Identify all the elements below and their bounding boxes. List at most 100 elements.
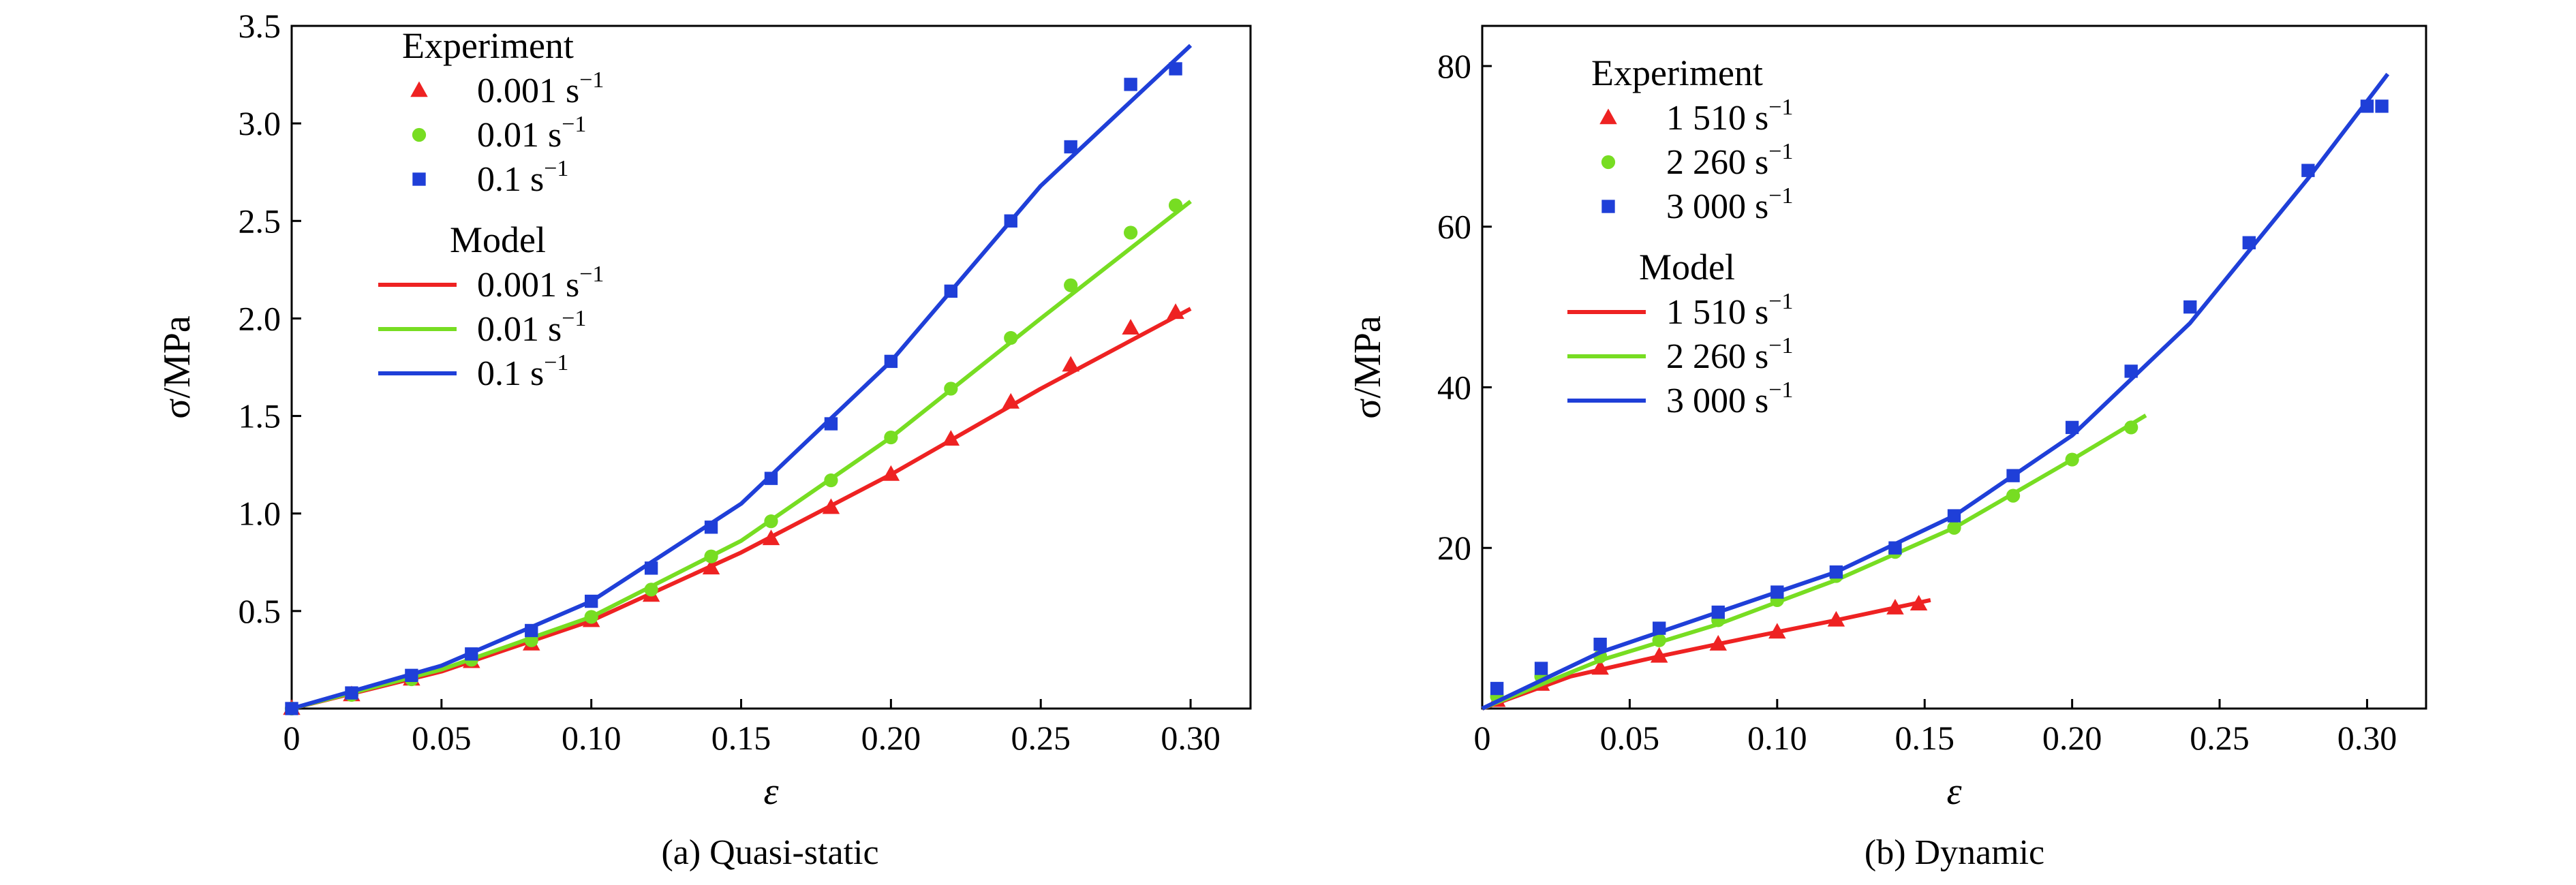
experiment-point [2124, 364, 2138, 378]
legend-experiment-title: Experiment [402, 25, 574, 66]
experiment-point [1650, 647, 1668, 663]
legend-model-title: Model [450, 219, 546, 260]
experiment-point [1947, 509, 1961, 523]
experiment-point [1768, 623, 1786, 639]
legend-experiment-label-base: 0.1 s [477, 160, 544, 199]
y-tick-label: 2.0 [239, 299, 281, 337]
x-tick-label: 0.25 [2190, 719, 2250, 757]
experiment-point [884, 430, 898, 445]
legend-experiment-label-base: 0.01 s [477, 116, 562, 155]
x-axis-label: ε [763, 771, 779, 813]
experiment-point [884, 354, 898, 369]
legend-model-label: 3 000 s−1 [1666, 377, 1793, 420]
legend-experiment-label: 3 000 s−1 [1666, 183, 1793, 226]
legend-experiment-label-base: 0.001 s [477, 72, 579, 110]
legend-model-label-sup: −1 [1768, 333, 1793, 358]
model-line [291, 307, 1192, 711]
experiment-point [2065, 420, 2079, 435]
y-tick-label: 0.5 [239, 592, 281, 630]
legend-experiment-label-sup: −1 [544, 156, 568, 181]
legend-model-label-sup: −1 [1768, 289, 1793, 314]
legend-marker [412, 172, 426, 186]
experiment-point [1947, 521, 1961, 535]
experiment-point [644, 583, 658, 597]
experiment-point [2124, 420, 2138, 435]
series-1 [1481, 414, 2147, 711]
experiment-point [822, 498, 840, 514]
legend-experiment-label: 0.1 s−1 [477, 156, 568, 199]
experiment-point [1004, 214, 1017, 228]
experiment-point [704, 521, 718, 534]
experiment-point [405, 668, 418, 683]
experiment-point [1910, 595, 1928, 610]
experiment-point [1886, 599, 1904, 615]
experiment-point [525, 623, 538, 638]
model-line [1481, 414, 2147, 711]
experiment-point [944, 284, 957, 298]
x-tick-label: 0.10 [1747, 719, 1807, 757]
legend-marker [412, 127, 427, 142]
legend-model-label-base: 2 260 s [1666, 337, 1768, 376]
experiment-point [1888, 541, 1902, 555]
legend-experiment-label-base: 2 260 s [1666, 143, 1768, 182]
experiment-point [1591, 659, 1609, 675]
experiment-point [1770, 585, 1784, 599]
legend-model-label-sup: −1 [1768, 377, 1793, 403]
plot-frame [290, 25, 1252, 710]
legend-model-label-base: 0.01 s [477, 310, 562, 349]
legend-model-label: 1 510 s−1 [1666, 289, 1793, 332]
plot-frame [1481, 25, 2427, 710]
y-tick-label: 2.5 [239, 202, 281, 240]
experiment-point [764, 514, 778, 529]
x-tick-label: 0.15 [711, 719, 771, 757]
legend-experiment-label-sup: −1 [579, 67, 604, 93]
legend-experiment-label-sup: −1 [1768, 183, 1793, 208]
experiment-point [882, 465, 900, 481]
series-0 [1481, 595, 1931, 711]
experiment-point [345, 686, 358, 700]
experiment-point [1652, 633, 1666, 647]
legend-experiment-label-sup: −1 [562, 112, 586, 137]
model-line [291, 200, 1192, 711]
panel-caption: (a) Quasi-static [661, 833, 878, 872]
x-tick-label: 0.05 [1600, 719, 1660, 757]
legend-marker [1601, 200, 1615, 213]
x-tick-label: 0.25 [1011, 719, 1071, 757]
y-tick-label: 60 [1437, 208, 1471, 246]
experiment-point [1168, 198, 1183, 213]
series-2 [1481, 72, 2390, 711]
x-tick-label: 0.20 [861, 719, 921, 757]
experiment-point [2065, 452, 2079, 467]
experiment-point [1490, 681, 1504, 696]
legend-experiment-title: Experiment [1591, 52, 1763, 93]
legend-model-label-base: 0.001 s [477, 266, 579, 305]
experiment-point [1122, 319, 1139, 335]
series-0 [283, 303, 1192, 715]
experiment-point [1124, 226, 1138, 240]
experiment-point [824, 417, 838, 431]
experiment-point [704, 549, 718, 563]
experiment-point [644, 561, 658, 575]
experiment-point [465, 647, 478, 661]
y-tick-label: 20 [1437, 529, 1471, 567]
experiment-point [944, 382, 958, 396]
experiment-point [1062, 356, 1079, 372]
experiment-point [1064, 140, 1077, 154]
legend-model-label: 0.001 s−1 [477, 262, 604, 305]
experiment-point [584, 610, 598, 624]
legend-experiment-label-base: 3 000 s [1666, 187, 1768, 226]
experiment-point [1124, 78, 1137, 91]
experiment-point [2006, 469, 2020, 482]
experiment-point [1711, 605, 1725, 619]
experiment-point [1002, 392, 1020, 409]
experiment-point [585, 594, 598, 608]
legend-experiment-label: 0.01 s−1 [477, 112, 586, 155]
legend-marker [410, 81, 428, 97]
model-line [1481, 597, 1931, 711]
x-tick-label: 0.30 [1161, 719, 1221, 757]
x-tick-label: 0.10 [562, 719, 622, 757]
experiment-point [1004, 330, 1018, 345]
legend-marker [1601, 155, 1616, 170]
legend-experiment-label: 1 510 s−1 [1666, 95, 1793, 138]
